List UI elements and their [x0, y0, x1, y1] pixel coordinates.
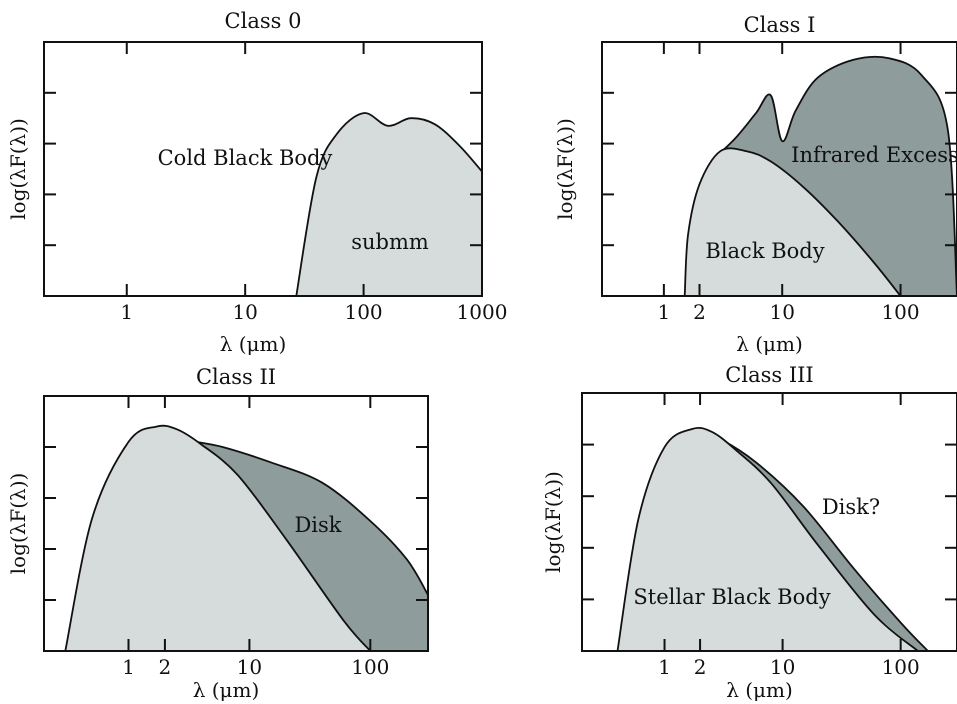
annotation-label: submm: [351, 230, 429, 254]
blackbody-region: [65, 425, 371, 651]
x-tick-label: 100: [881, 300, 919, 324]
annotation-label: Disk?: [822, 495, 880, 519]
x-tick-label: 100: [351, 655, 389, 679]
plot-frame: [43, 395, 429, 652]
plot-frame: [43, 41, 483, 297]
y-axis-label: log(λF(λ)): [541, 471, 565, 573]
panel-3: 1 2 10 100 Class II λ (μm) log(λF(λ)) Disk: [6, 365, 429, 702]
x-tick-label: 10: [769, 300, 794, 324]
blackbody-region: [296, 113, 482, 296]
excess-region: [691, 429, 928, 651]
panel-title: Class I: [744, 13, 816, 37]
blackbody-curve: [683, 147, 902, 297]
blackbody-curve: [616, 426, 919, 652]
annotation-label: Infrared Excess: [791, 143, 957, 167]
x-tick-label: 1: [658, 655, 671, 679]
x-tick-label: 100: [882, 655, 920, 679]
x-tick-label: 2: [694, 655, 707, 679]
panel-2: 1 2 10 100 Class I λ (μm) log(λF(λ)) Infrared E…: [553, 13, 957, 356]
annotation-label: Black Body: [705, 239, 824, 263]
blackbody-curve: [295, 112, 483, 297]
y-axis-label: log(λF(λ)): [6, 118, 30, 220]
x-tick-label: 10: [232, 300, 257, 324]
x-tick-label: 2: [159, 655, 172, 679]
x-tick-label: 1: [120, 300, 133, 324]
x-tick-label: 1000: [457, 300, 508, 324]
panel-title: Class II: [196, 365, 276, 389]
annotation-label: Stellar Black Body: [633, 585, 830, 609]
excess-curve: [710, 55, 957, 297]
panel-4: 1 2 10 100 Class III λ (μm) log(λF(λ)) Disk? Ste…: [541, 363, 957, 702]
x-tick-label: 100: [344, 300, 382, 324]
x-axis-label: λ (μm): [193, 678, 260, 702]
annotation-label: Disk: [294, 513, 341, 537]
x-tick-label: 10: [237, 655, 262, 679]
blackbody-region: [617, 427, 918, 651]
plot-frame: [601, 41, 957, 297]
x-axis-label: λ (μm): [726, 678, 793, 702]
x-tick-label: 2: [693, 300, 706, 324]
panel-title: Class III: [725, 363, 813, 387]
x-axis-label: λ (μm): [220, 332, 287, 356]
blackbody-region: [684, 148, 901, 296]
excess-region: [156, 426, 428, 651]
plot-frame: [581, 392, 957, 652]
y-axis-label: log(λF(λ)): [553, 118, 577, 220]
y-axis-label: log(λF(λ)): [6, 473, 30, 575]
annotation-label: Cold Black Body: [158, 146, 333, 170]
excess-region: [699, 56, 957, 296]
x-tick-label: 1: [122, 655, 135, 679]
x-axis-label: λ (μm): [736, 332, 803, 356]
panel-1: 1 10 100 1000 Class 0 λ (μm) log(λF(λ)) Cold Bl…: [6, 9, 507, 356]
x-tick-label: 1: [658, 300, 671, 324]
x-tick-label: 10: [770, 655, 795, 679]
blackbody-curve: [64, 424, 371, 652]
panel-title: Class 0: [225, 9, 302, 33]
